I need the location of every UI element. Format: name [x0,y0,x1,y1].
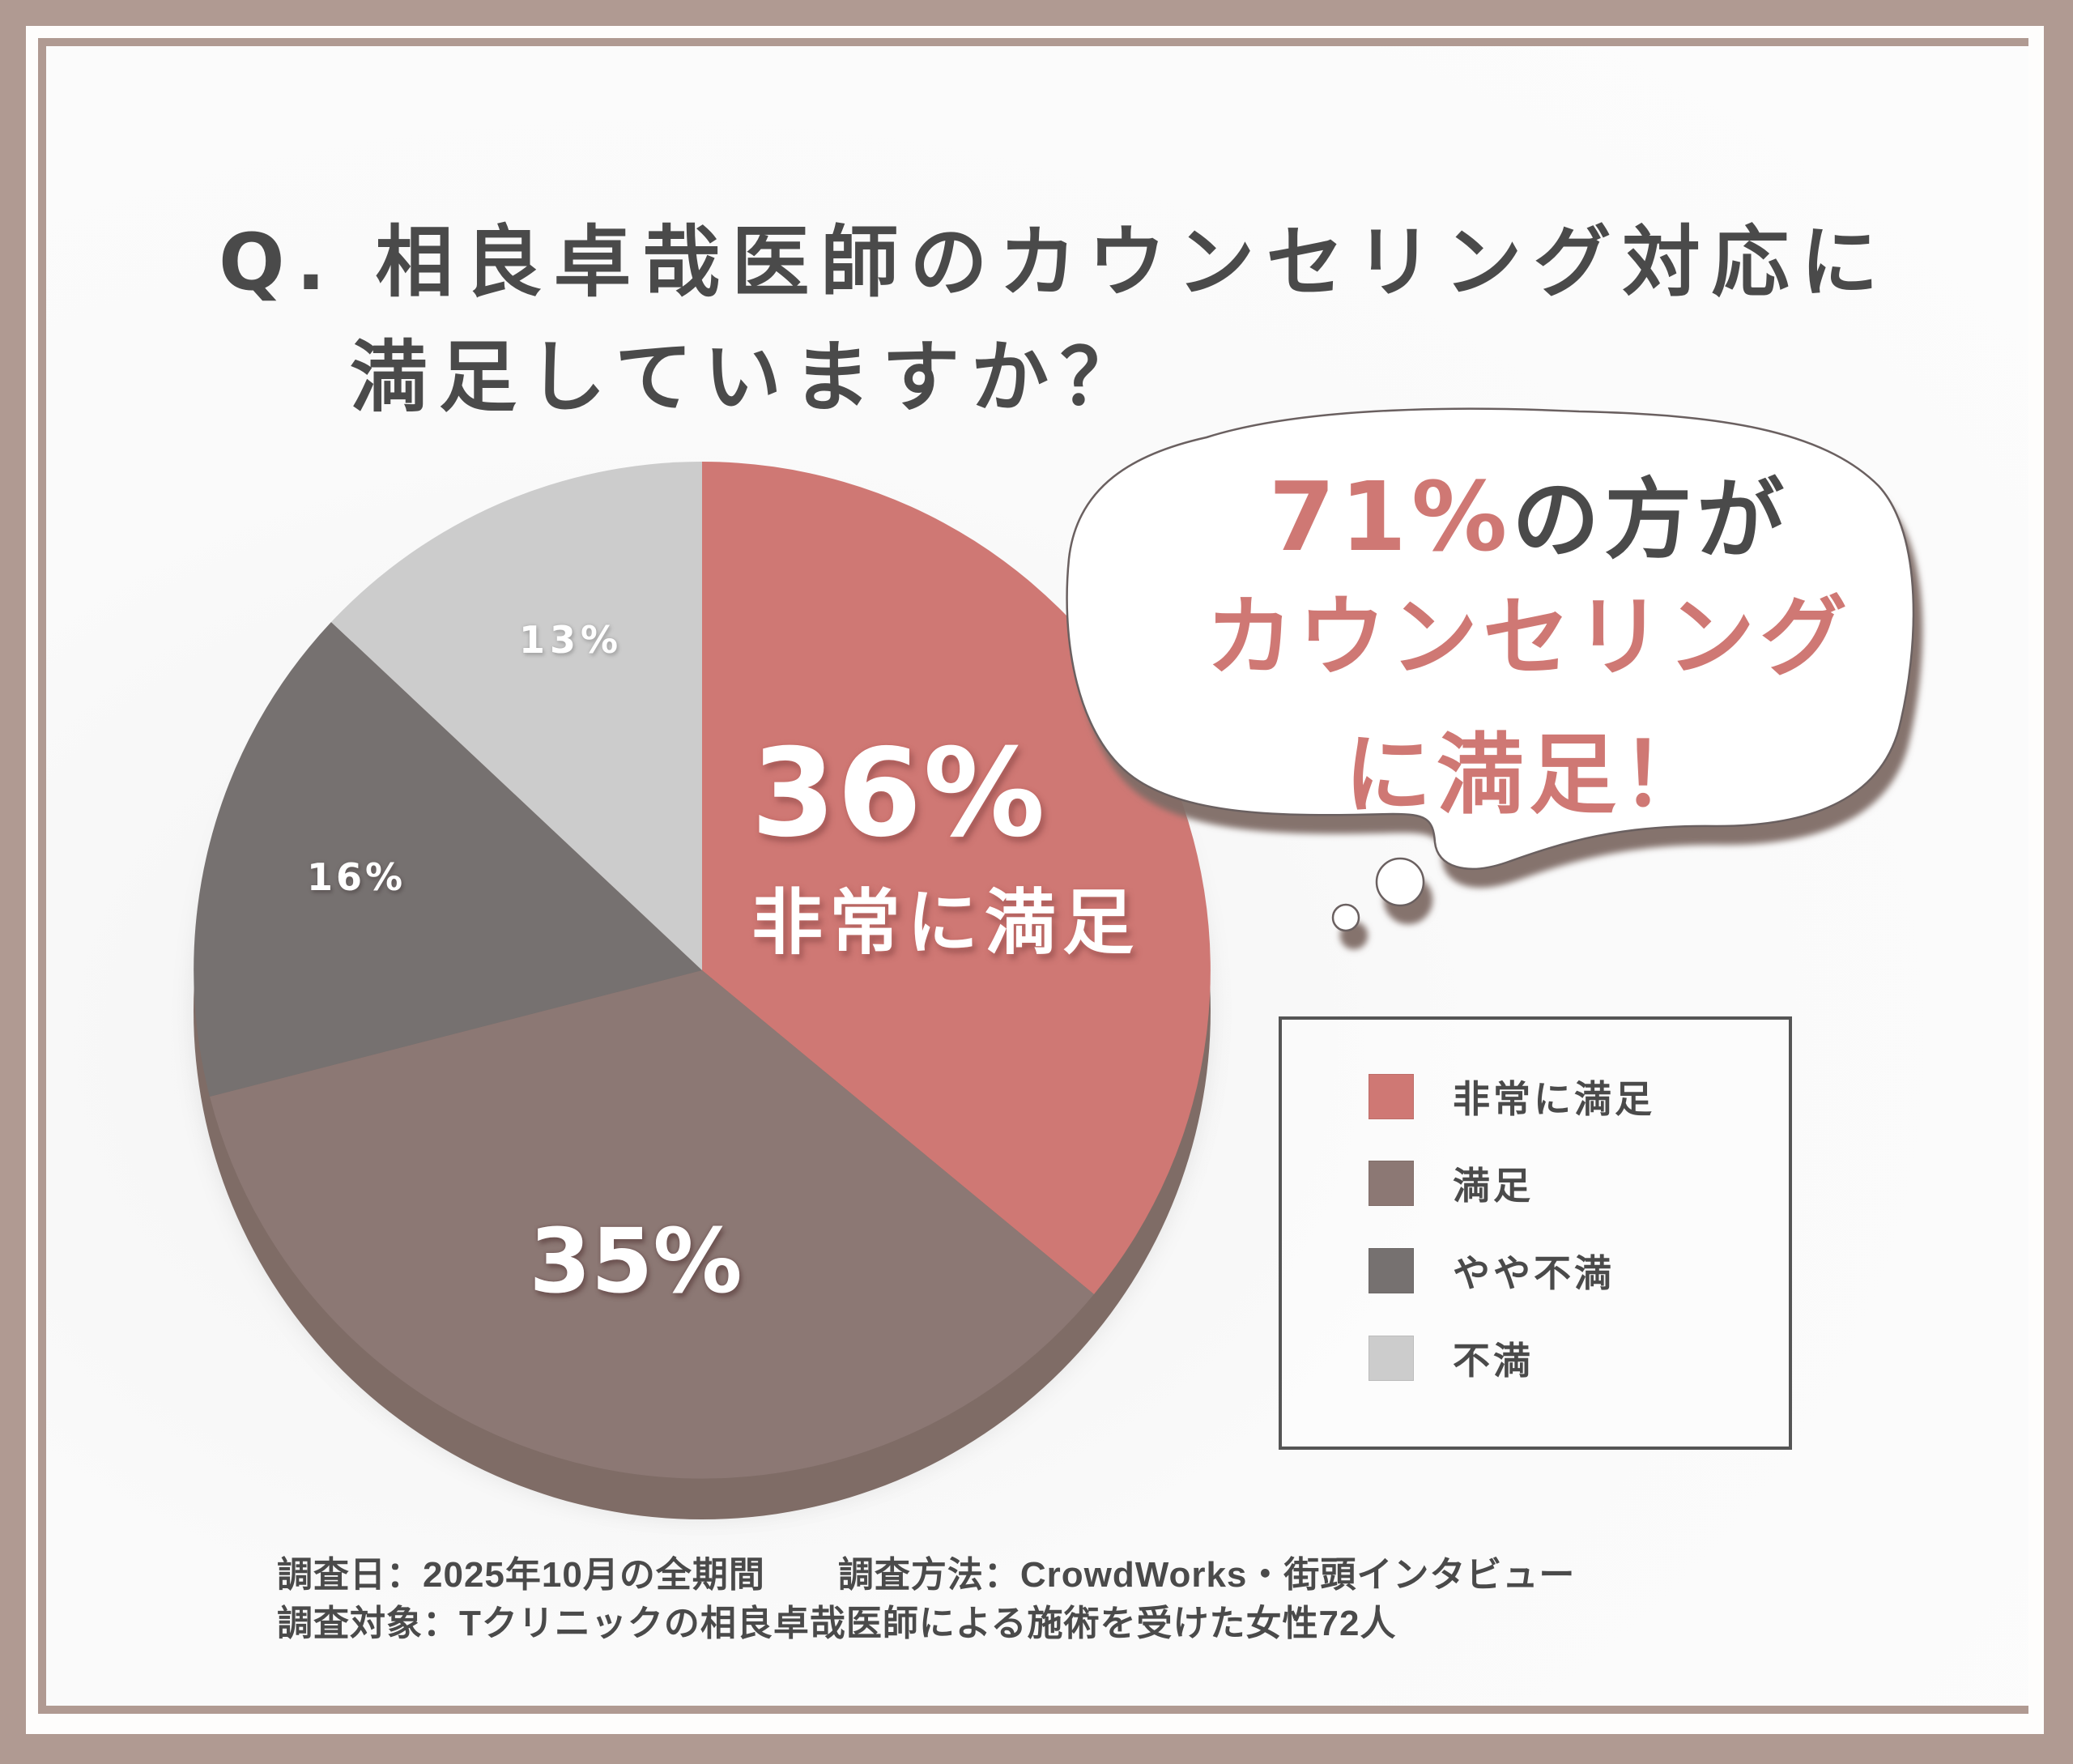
survey-date: 調査日：2025年10月の全期間 [277,1555,765,1595]
very-satisfied-category-label: 非常に満足 [751,880,1141,965]
legend-item-very-satisfied: 非常に満足 [1369,1070,1655,1123]
survey-target: 調査対象：Tクリニックの相良卓哉医師による施術を受けた女性72人 [277,1604,1397,1643]
callout-line-2: カウンセリング [1205,587,1852,688]
survey-method: 調査方法：CrowdWorks・街頭インタビュー [837,1555,1576,1595]
callout-percent: 71% [1268,461,1513,573]
slice-satisfied [210,970,1094,1479]
chart-legend: 非常に満足 満足 やや不満 不満 [1279,1016,1792,1450]
legend-swatch-dissatisfied [1369,1336,1414,1381]
legend-swatch-satisfied [1369,1161,1414,1206]
callout-line-1-suffix: の方が [1512,470,1790,571]
legend-swatch-slightly-dissatisfied [1369,1248,1414,1293]
dissatisfied-percent-label: 13% [518,618,624,662]
legend-label: 満足 [1453,1164,1534,1208]
legend-item-dissatisfied: 不満 [1369,1332,1534,1385]
speech-bubble [1066,407,1915,932]
survey-footnote-line-1: 調査日：2025年10月の全期間 調査方法：CrowdWorks・街頭インタビュー [277,1551,1575,1600]
legend-item-satisfied: 満足 [1369,1157,1534,1210]
slice-slightly-dissatisfied [194,622,702,1097]
title-line-1: Q. 相良卓哉医師のカウンセリング対応に [219,217,1890,308]
callout-line-3: に満足！ [1343,725,1713,826]
very-satisfied-percent-label: 36% [751,723,1047,864]
slice-dissatisfied [331,461,702,970]
legend-label: やや不満 [1453,1251,1615,1295]
legend-label: 不満 [1453,1339,1534,1383]
page-title: Q. 相良卓哉医師のカウンセリング対応に 満足していますか？ [219,205,1890,435]
title-line-2: 満足していますか？ [350,332,1150,423]
satisfied-percent-label: 35% [529,1209,743,1313]
callout-line-1: 71%の方が [1173,450,1885,576]
legend-label: 非常に満足 [1453,1077,1655,1121]
slightly-dissatisfied-percent-label: 16% [306,855,407,899]
legend-item-slightly-dissatisfied: やや不満 [1369,1244,1615,1297]
legend-swatch-very-satisfied [1369,1074,1414,1119]
survey-footnote: 調査日：2025年10月の全期間 調査方法：CrowdWorks・街頭インタビュー… [277,1551,1575,1648]
